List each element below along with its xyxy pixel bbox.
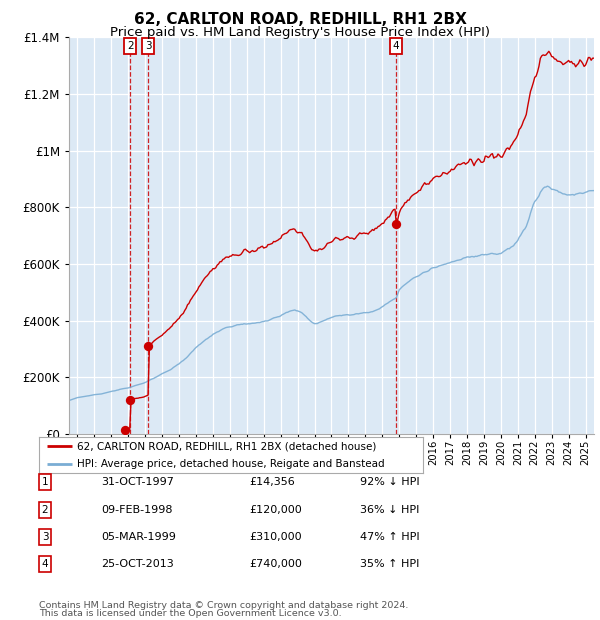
Text: 92% ↓ HPI: 92% ↓ HPI bbox=[360, 477, 419, 487]
Text: 47% ↑ HPI: 47% ↑ HPI bbox=[360, 532, 419, 542]
Text: HPI: Average price, detached house, Reigate and Banstead: HPI: Average price, detached house, Reig… bbox=[77, 459, 385, 469]
Text: 4: 4 bbox=[41, 559, 49, 569]
Text: 36% ↓ HPI: 36% ↓ HPI bbox=[360, 505, 419, 515]
Text: 2: 2 bbox=[127, 41, 133, 51]
Text: £740,000: £740,000 bbox=[249, 559, 302, 569]
Text: 25-OCT-2013: 25-OCT-2013 bbox=[101, 559, 173, 569]
Text: 35% ↑ HPI: 35% ↑ HPI bbox=[360, 559, 419, 569]
Text: Contains HM Land Registry data © Crown copyright and database right 2024.: Contains HM Land Registry data © Crown c… bbox=[39, 601, 409, 609]
Text: 3: 3 bbox=[41, 532, 49, 542]
Point bbox=[391, 219, 401, 229]
Text: This data is licensed under the Open Government Licence v3.0.: This data is licensed under the Open Gov… bbox=[39, 609, 341, 618]
Text: 09-FEB-1998: 09-FEB-1998 bbox=[101, 505, 172, 515]
Point bbox=[143, 341, 153, 351]
Text: 05-MAR-1999: 05-MAR-1999 bbox=[101, 532, 176, 542]
Text: 4: 4 bbox=[393, 41, 400, 51]
Text: 2: 2 bbox=[41, 505, 49, 515]
Text: £310,000: £310,000 bbox=[249, 532, 302, 542]
Text: £120,000: £120,000 bbox=[249, 505, 302, 515]
Point bbox=[125, 395, 135, 405]
Text: 31-OCT-1997: 31-OCT-1997 bbox=[101, 477, 173, 487]
Text: 3: 3 bbox=[145, 41, 151, 51]
Text: 62, CARLTON ROAD, REDHILL, RH1 2BX (detached house): 62, CARLTON ROAD, REDHILL, RH1 2BX (deta… bbox=[77, 441, 377, 451]
Point bbox=[121, 425, 130, 435]
Text: 62, CARLTON ROAD, REDHILL, RH1 2BX: 62, CARLTON ROAD, REDHILL, RH1 2BX bbox=[134, 12, 466, 27]
Text: £14,356: £14,356 bbox=[249, 477, 295, 487]
Text: Price paid vs. HM Land Registry's House Price Index (HPI): Price paid vs. HM Land Registry's House … bbox=[110, 26, 490, 39]
Text: 1: 1 bbox=[41, 477, 49, 487]
